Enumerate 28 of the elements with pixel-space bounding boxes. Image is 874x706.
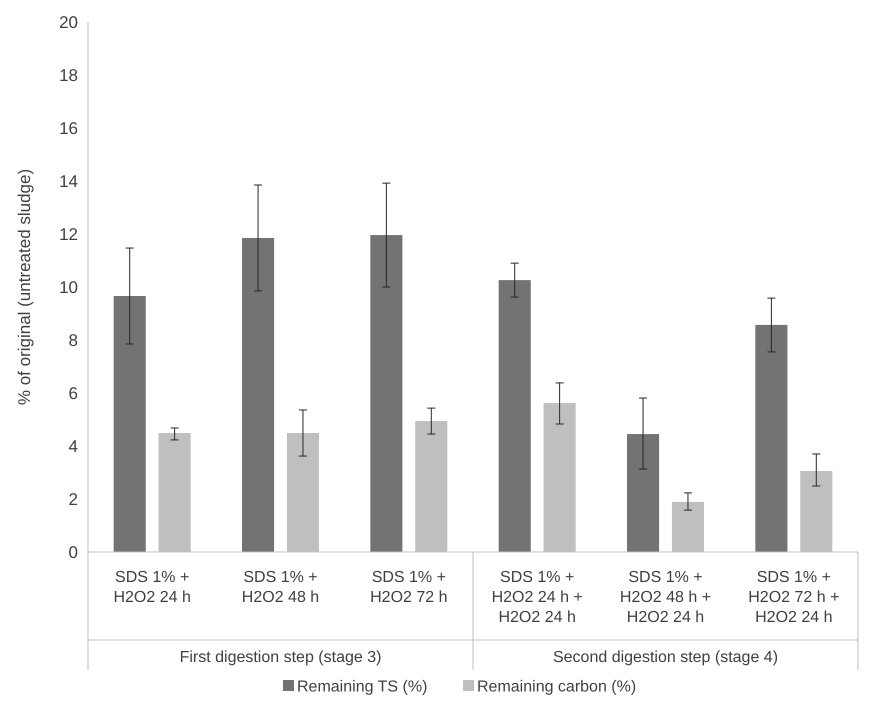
y-tick-label: 20 bbox=[59, 12, 78, 32]
y-tick-label: 0 bbox=[68, 542, 78, 562]
bar bbox=[498, 280, 531, 552]
x-tick-label: SDS 1% + H2O2 48 h + H2O2 24 h bbox=[620, 569, 712, 626]
text: Second digestion step (stage 4) bbox=[552, 649, 778, 666]
y-tick-label: 12 bbox=[59, 224, 78, 244]
y-tick-label: 8 bbox=[68, 330, 78, 350]
bar bbox=[114, 296, 146, 552]
y-tick-label: 4 bbox=[68, 436, 78, 456]
legend-label: Remaining carbon (%) bbox=[477, 678, 636, 696]
y-tick-label: 6 bbox=[68, 384, 78, 403]
y-tick-label: 14 bbox=[59, 172, 78, 191]
x-tick-label: SDS 1% + H2O2 24 h bbox=[113, 569, 191, 606]
y-tick-label: 18 bbox=[59, 66, 78, 85]
bar bbox=[242, 238, 274, 552]
x-tick-label: SDS 1% + H2O2 48 h bbox=[242, 569, 320, 606]
x-tick-label: SDS 1% + H2O2 24 h + H2O2 24 h bbox=[492, 569, 583, 626]
bar bbox=[370, 235, 402, 552]
y-tick-label: 16 bbox=[59, 118, 78, 138]
legend-label: Remaining TS (%) bbox=[297, 678, 428, 696]
bar bbox=[627, 434, 660, 552]
y-tick-label: 2 bbox=[68, 490, 78, 509]
text: First digestion step (stage 3) bbox=[180, 649, 382, 666]
bar bbox=[755, 324, 788, 552]
y-axis-title: % of original (untreated sludge) bbox=[15, 168, 34, 406]
x-tick-label: SDS 1% + H2O2 72 h + H2O2 24 h bbox=[748, 569, 840, 626]
x-tick-label: SDS 1% + H2O2 72 h bbox=[370, 569, 448, 606]
y-tick-label: 10 bbox=[59, 278, 78, 297]
